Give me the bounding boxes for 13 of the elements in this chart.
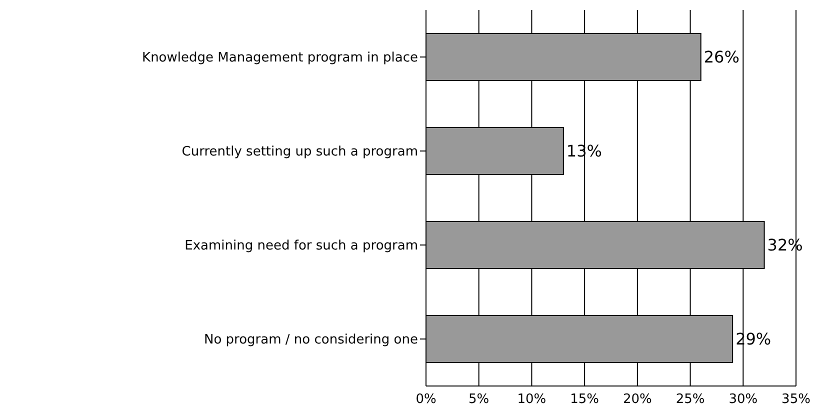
x-tick-label: 25%	[676, 392, 705, 408]
y-tick-label: Examining need for such a program	[184, 238, 418, 254]
y-tick-label: Knowledge Management program in place	[142, 50, 418, 66]
y-tick-label: Currently setting up such a program	[182, 144, 418, 160]
x-tick-label: 15%	[570, 392, 600, 408]
x-tick-label: 30%	[728, 392, 758, 408]
x-tick-label: 0%	[416, 392, 436, 408]
x-tick-label: 20%	[622, 392, 652, 408]
x-tick-label: 10%	[517, 392, 546, 408]
x-tick-label: 35%	[782, 392, 810, 408]
x-tick-label: 5%	[468, 392, 490, 408]
data-label: 26%	[704, 48, 740, 67]
y-tick-label: No program / no considering one	[204, 332, 418, 348]
